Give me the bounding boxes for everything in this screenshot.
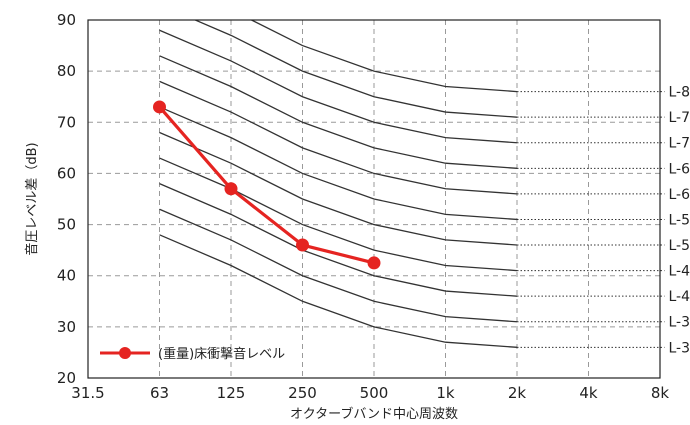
reference-curve-label-L-30: L-30: [669, 340, 690, 356]
reference-curve-label-L-65: L-65: [669, 161, 690, 177]
reference-curve-L-60: [159, 80, 518, 195]
reference-curve-L-75: [193, 20, 518, 118]
reference-curve-L-70: [159, 29, 518, 144]
y-tick-label-90: 90: [57, 11, 76, 29]
reference-curve-label-L-80: L-80: [669, 85, 690, 101]
reference-curve-label-L-70: L-70: [669, 136, 690, 152]
legend-marker: [119, 347, 131, 359]
grid: [88, 20, 660, 378]
reference-curve-label-L-35: L-35: [669, 315, 690, 331]
x-tick-label-8k: 8k: [651, 384, 670, 402]
x-tick-label-4k: 4k: [579, 384, 598, 402]
reference-curve-L-40: [159, 183, 518, 297]
reference-curve-L-80: [249, 20, 518, 93]
reference-curve-label-L-50: L-50: [669, 238, 690, 254]
reference-curves: L-80 L-75 L-70 L-65 L-60 L-55 L-50 L-45 L-40 L-35…: [159, 20, 690, 356]
reference-curve-L-30: [159, 234, 518, 348]
data-point-250: [296, 238, 309, 252]
reference-curve-L-65: [159, 55, 518, 169]
reference-curve-L-55: [159, 106, 518, 221]
y-tick-label-60: 60: [57, 164, 76, 182]
data-point-500: [367, 256, 381, 270]
y-tick-label-40: 40: [57, 267, 76, 285]
y-tick-label-80: 80: [57, 62, 76, 80]
x-tick-label-31.5: 31.5: [71, 384, 104, 402]
legend-label: (重量)床衝撃音レベル: [158, 346, 285, 362]
y-tick-label-70: 70: [57, 113, 76, 131]
y-tick-label-30: 30: [57, 318, 76, 336]
x-tick-labels: 31.5 63 125 250 500 1k 2k 4k 8k: [71, 384, 669, 402]
data-point-63: [153, 100, 166, 114]
y-axis-title: 音圧レベル差（dB): [24, 142, 40, 255]
reference-curve-label-L-40: L-40: [669, 289, 690, 305]
legend: (重量)床衝撃音レベル: [100, 346, 285, 362]
series-line-0: [158, 105, 375, 265]
y-tick-label-50: 50: [57, 216, 76, 234]
data-series: [153, 100, 381, 270]
x-tick-label-125: 125: [217, 384, 246, 402]
reference-curve-L-35: [159, 208, 518, 323]
reference-curve-label-L-75: L-75: [669, 110, 690, 126]
reference-curve-L-50: [159, 131, 518, 246]
x-tick-label-250: 250: [288, 384, 317, 402]
data-point-125: [224, 182, 238, 196]
reference-curve-L-45: [159, 157, 518, 272]
y-tick-label-20: 20: [57, 369, 76, 387]
x-tick-label-1k: 1k: [436, 384, 455, 402]
x-tick-label-500: 500: [360, 384, 389, 402]
x-axis-title: オクターブバンド中心周波数: [290, 406, 458, 422]
plot-frame: [87, 19, 661, 379]
reference-curve-label-L-55: L-55: [669, 212, 690, 228]
y-tick-labels: 20 30 40 50 60 70 80 90: [57, 11, 76, 387]
reference-curve-label-L-60: L-60: [669, 187, 690, 203]
x-tick-label-63: 63: [150, 384, 169, 402]
x-tick-label-2k: 2k: [508, 384, 527, 402]
reference-curve-label-L-45: L-45: [669, 264, 690, 280]
